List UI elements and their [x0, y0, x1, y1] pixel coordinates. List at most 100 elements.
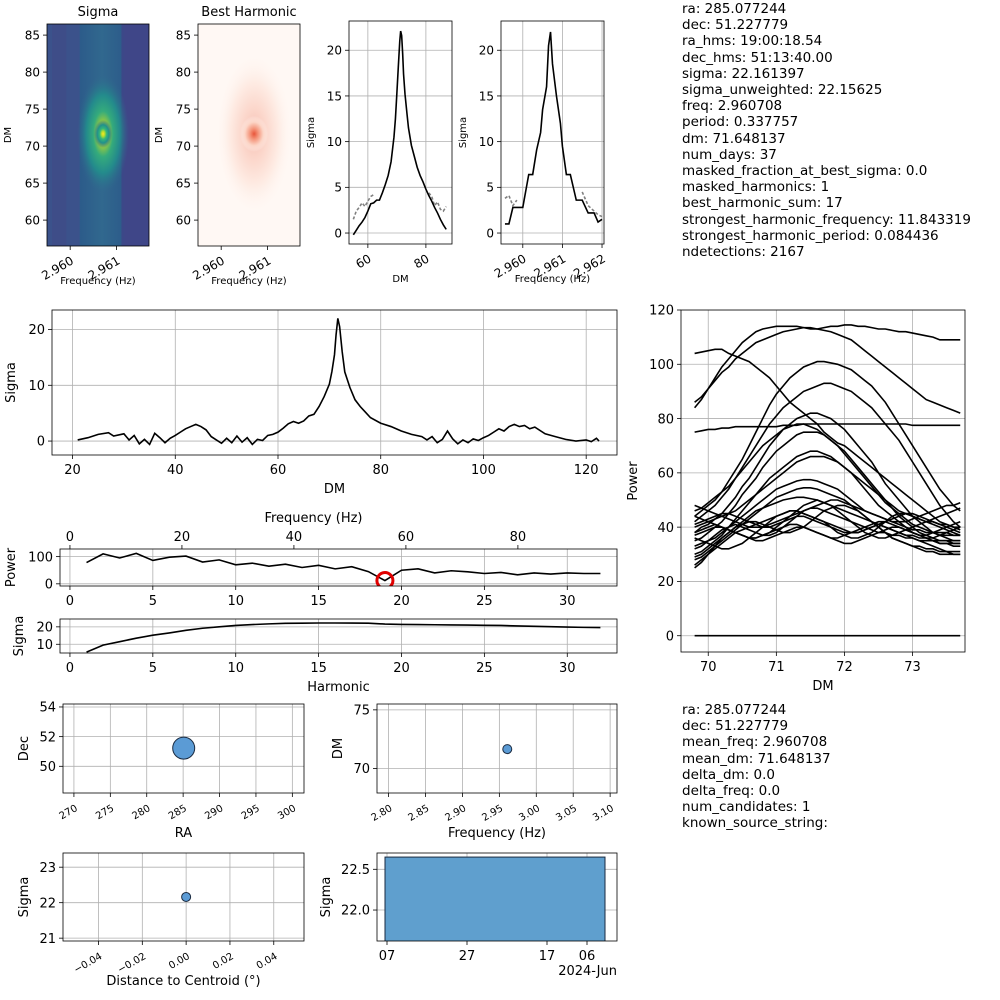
plot-area — [63, 704, 304, 793]
x-tick-label: 60 — [353, 252, 373, 272]
axes-frame — [59, 618, 618, 654]
x-tick-label: 2.85 — [407, 803, 432, 824]
x-tick-label: 27 — [459, 949, 476, 964]
x-tick-label: −0.04 — [72, 951, 104, 976]
power-vs-dm-panel: 70 71 72 73 0 20 40 60 80 100 120 DM Power — [626, 304, 966, 694]
y-axis-label: Power — [4, 547, 19, 587]
y-axis-label: Dec — [17, 736, 32, 761]
plot-area — [681, 310, 965, 652]
series-line-h3 — [694, 324, 961, 403]
y-axis-label: Sigma — [458, 117, 469, 148]
y-tick-label: 70 — [176, 139, 191, 153]
y-axis-label: DM — [331, 738, 346, 759]
y-tick-label: 15 — [479, 89, 494, 103]
candidate-info-line: dm: 71.648137 — [682, 130, 786, 147]
x-tick-label: 0.04 — [255, 951, 280, 972]
x-tick-label: 72 — [836, 660, 853, 675]
series-line-h19 — [694, 510, 961, 550]
x-tick-label: 80 — [372, 463, 389, 478]
series-line-h13 — [694, 486, 961, 561]
x-tick-label: 25 — [476, 661, 493, 676]
y-tick-label: 80 — [25, 65, 40, 79]
plot-area — [63, 853, 304, 941]
y-tick-label: 22.0 — [341, 904, 370, 919]
series-line-h7 — [694, 412, 961, 542]
sigma-line — [86, 552, 601, 582]
y-tick-label: 0 — [666, 629, 674, 644]
masked-sigma-line — [428, 192, 447, 213]
heatmap-peak — [94, 119, 113, 148]
x-tick-label: 3.05 — [554, 803, 579, 824]
candidate-info-line: dec_hms: 51:13:40.00 — [682, 49, 833, 66]
sigma-line — [86, 622, 601, 653]
plot-area — [47, 24, 149, 246]
scatter-point — [502, 744, 513, 755]
y-tick-label: 75 — [25, 102, 40, 116]
y-axis-label: DM — [154, 127, 165, 143]
top-axis-label: Frequency (Hz) — [264, 511, 362, 526]
date-offset-label: 2024-Jun — [558, 964, 617, 979]
x-axis-label: RA — [175, 826, 193, 841]
sigma-vs-dm-small-panel: 60 80 0 5 10 15 20 DM Sigma — [306, 20, 453, 285]
y-tick-label: 22 — [39, 896, 56, 911]
candidate-info-line: sigma: 22.161397 — [682, 65, 805, 82]
y-tick-label: 0 — [45, 578, 53, 593]
candidate-info-line: best_harmonic_sum: 17 — [682, 195, 843, 212]
y-tick-label: 60 — [176, 213, 191, 227]
heatmap-left-strip — [52, 24, 67, 246]
y-tick-label: 0 — [37, 435, 45, 450]
candidate-info-line: masked_fraction_at_best_sigma: 0.0 — [682, 163, 928, 180]
plot-area — [52, 310, 617, 455]
top-x-tick-label: 20 — [174, 530, 191, 545]
x-tick-label: 3.10 — [591, 803, 616, 824]
x-tick-label: 270 — [58, 803, 80, 822]
x-axis-label: Distance to Centroid (°) — [106, 974, 260, 989]
y-tick-label: 60 — [657, 467, 674, 482]
candidate-info-line: num_days: 37 — [682, 146, 777, 163]
cluster-info-line: delta_dm: 0.0 — [682, 766, 775, 783]
top-x-tick-label: 60 — [398, 530, 415, 545]
axes-frame — [46, 23, 150, 247]
top-x-tick-label: 0 — [66, 530, 74, 545]
cluster-info-line: ra: 285.077244 — [682, 702, 787, 718]
y-tick-label: 20 — [657, 575, 674, 590]
candidate-info-line: strongest_harmonic_frequency: 11.843319 — [682, 211, 971, 228]
cluster-info-line: known_source_string: — [682, 815, 828, 832]
axes-frame — [500, 20, 605, 245]
y-tick-label: 100 — [28, 550, 53, 565]
chart-title: Best Harmonic — [201, 5, 296, 20]
y-tick-label: 75 — [176, 102, 191, 116]
series-line-h5 — [694, 360, 961, 517]
sigma-line — [77, 318, 600, 446]
y-tick-label: 5 — [486, 181, 494, 195]
y-tick-label: 20 — [36, 621, 53, 636]
y-tick-label: 50 — [39, 760, 56, 775]
x-tick-label: 40 — [167, 463, 184, 478]
top-x-tick-label: 80 — [510, 530, 527, 545]
y-axis-label: Sigma — [17, 877, 32, 918]
axes-frame — [376, 852, 618, 942]
candidate-info-line: freq: 2.960708 — [682, 98, 783, 115]
x-tick-label: 20 — [393, 661, 410, 676]
x-tick-label: 5 — [149, 594, 157, 609]
series-line-h4 — [694, 423, 961, 433]
candidate-info-line: strongest_harmonic_period: 0.084436 — [682, 227, 939, 244]
x-axis-label: Frequency (Hz) — [60, 276, 136, 287]
sigma-vs-distance-panel: −0.04 −0.02 0.00 0.02 0.04 21 22 23 Distance to … — [17, 852, 305, 989]
y-tick-label: 85 — [176, 28, 191, 42]
x-tick-label: 2.80 — [370, 803, 395, 824]
x-tick-label: 120 — [574, 463, 599, 478]
plot-area — [60, 619, 617, 653]
y-tick-label: 10 — [28, 379, 45, 394]
y-tick-label: 80 — [176, 65, 191, 79]
y-axis-label: Power — [626, 461, 641, 501]
y-tick-label: 0 — [334, 226, 342, 240]
axes-frame — [348, 20, 453, 245]
x-tick-label: 0 — [66, 661, 74, 676]
y-axis-label: Sigma — [319, 877, 334, 918]
y-tick-label: 10 — [479, 135, 494, 149]
y-axis-label: Sigma — [12, 616, 27, 657]
x-tick-label: 2.95 — [480, 803, 505, 824]
